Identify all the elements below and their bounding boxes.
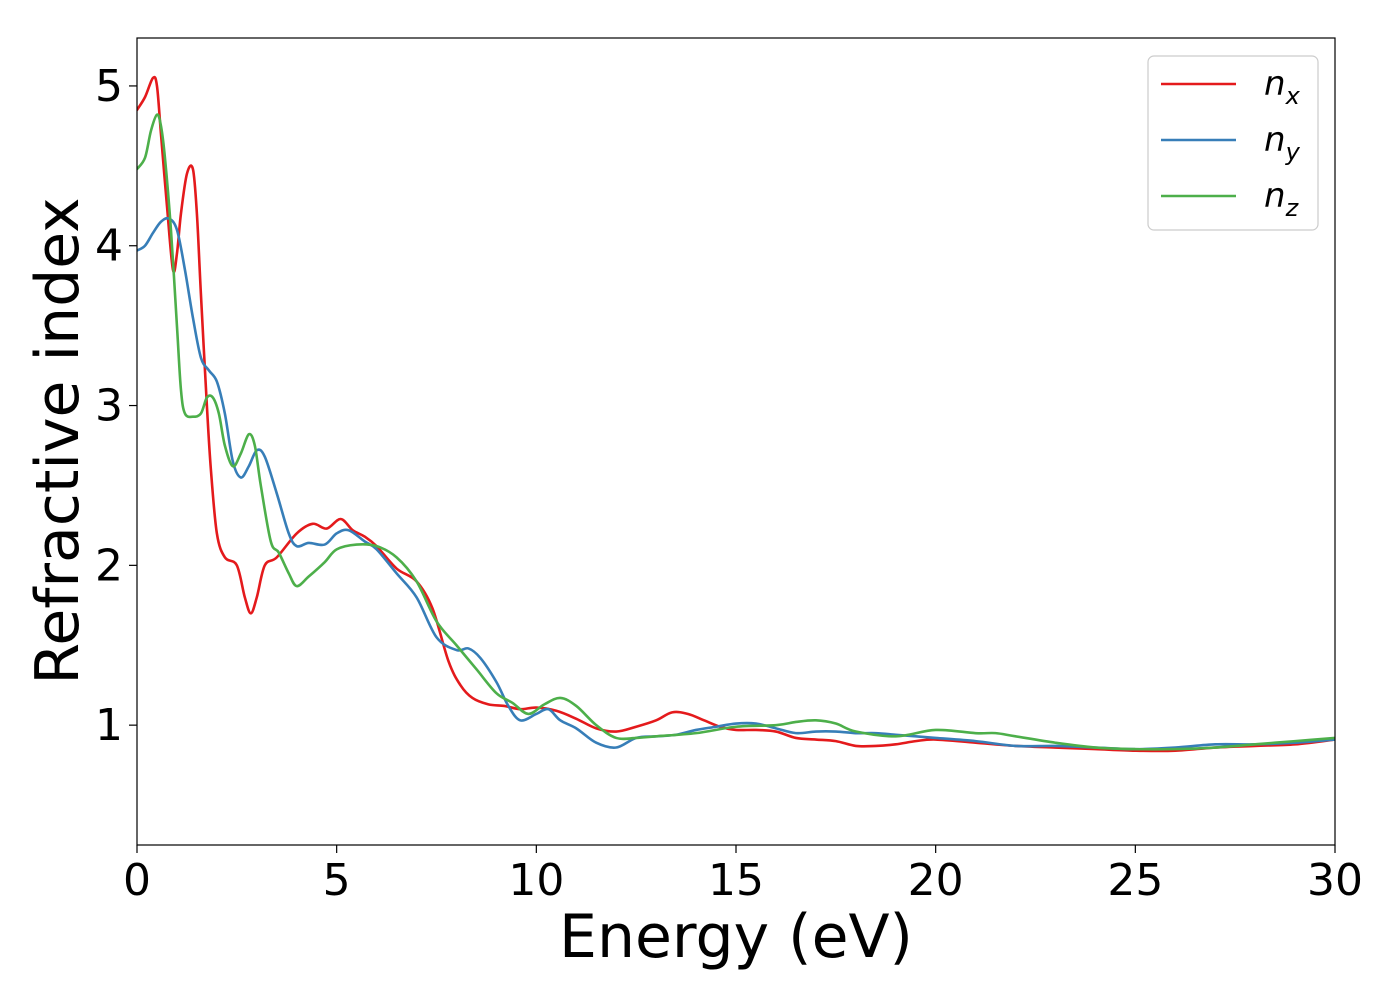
series-layer — [137, 75, 1335, 753]
legend-label-z: nz — [1264, 176, 1300, 222]
x-axis-title: Energy (eV) — [559, 902, 913, 972]
legend-label-x: nx — [1264, 64, 1301, 110]
legend: nx ny nz — [1147, 55, 1319, 231]
y-tick-label: 1 — [95, 700, 123, 751]
x-tick-label: 30 — [1307, 855, 1363, 906]
y-axis-title: Refractive index — [23, 197, 93, 684]
y-tick-label: 2 — [95, 540, 123, 591]
x-tick-label: 25 — [1107, 855, 1163, 906]
series-line-z — [137, 113, 1335, 751]
x-tick-label: 20 — [908, 855, 964, 906]
x-tick-label: 0 — [123, 855, 151, 906]
y-tick-label: 5 — [95, 61, 123, 112]
series-line-y — [137, 216, 1335, 751]
x-tick-label: 5 — [323, 855, 351, 906]
y-tick-label: 3 — [95, 381, 123, 432]
legend-box — [1147, 55, 1319, 231]
x-tick-label: 15 — [708, 855, 764, 906]
x-tick-label: 10 — [508, 855, 564, 906]
series-line-x — [137, 75, 1335, 753]
legend-label-y: ny — [1264, 120, 1301, 166]
y-tick-label: 4 — [95, 221, 123, 272]
ticks-layer: 0 5 10 15 20 25 30 1 2 3 4 5 — [95, 61, 1363, 906]
